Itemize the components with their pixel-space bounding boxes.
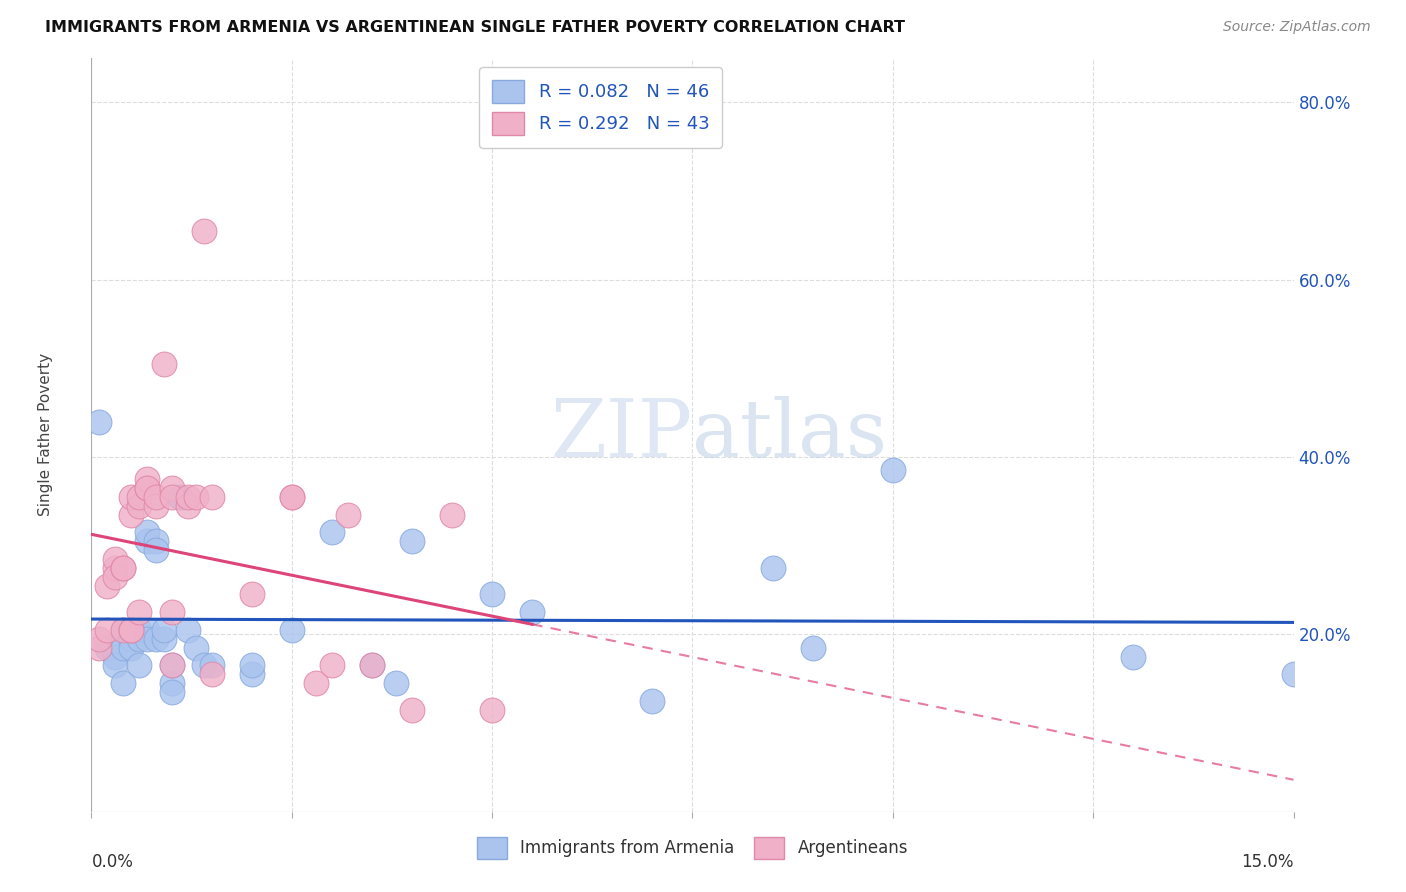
Point: [121, 508, 143, 522]
Point: [104, 658, 127, 673]
Text: ZIP: ZIP: [551, 396, 692, 474]
Point: [136, 623, 159, 637]
Point: [160, 685, 183, 699]
Point: [160, 605, 183, 619]
Point: [176, 499, 198, 513]
Point: [169, 490, 191, 504]
Point: [321, 525, 343, 540]
Point: [176, 490, 198, 504]
Point: [160, 658, 183, 673]
Point: [96, 623, 118, 637]
Point: [281, 490, 304, 504]
Point: [136, 481, 159, 495]
Point: [89, 632, 111, 646]
Point: [201, 490, 224, 504]
Point: [89, 640, 111, 655]
Point: [522, 605, 544, 619]
Text: atlas: atlas: [692, 396, 887, 474]
Point: [160, 490, 183, 504]
Point: [136, 472, 159, 486]
Point: [169, 490, 191, 504]
Point: [128, 632, 150, 646]
Point: [121, 623, 143, 637]
Text: IMMIGRANTS FROM ARMENIA VS ARGENTINEAN SINGLE FATHER POVERTY CORRELATION CHART: IMMIGRANTS FROM ARMENIA VS ARGENTINEAN S…: [45, 20, 905, 35]
Text: 0.0%: 0.0%: [91, 853, 134, 871]
Point: [481, 703, 503, 717]
Point: [121, 490, 143, 504]
Point: [152, 357, 174, 371]
Point: [145, 632, 167, 646]
Point: [128, 605, 150, 619]
Point: [385, 676, 408, 690]
Point: [136, 481, 159, 495]
Point: [112, 623, 135, 637]
Text: Source: ZipAtlas.com: Source: ZipAtlas.com: [1223, 20, 1371, 34]
Point: [136, 632, 159, 646]
Point: [201, 667, 224, 681]
Point: [121, 640, 143, 655]
Point: [121, 623, 143, 637]
Point: [128, 499, 150, 513]
Point: [104, 552, 127, 566]
Point: [240, 587, 263, 601]
Point: [1122, 649, 1144, 664]
Point: [136, 525, 159, 540]
Point: [152, 623, 174, 637]
Point: [104, 570, 127, 584]
Point: [128, 490, 150, 504]
Point: [121, 623, 143, 637]
Point: [193, 224, 215, 238]
Point: [112, 561, 135, 575]
Point: [281, 490, 304, 504]
Point: [89, 415, 111, 429]
Point: [145, 534, 167, 549]
Point: [321, 658, 343, 673]
Point: [128, 658, 150, 673]
Point: [128, 623, 150, 637]
Point: [121, 632, 143, 646]
Point: [160, 481, 183, 495]
Point: [184, 640, 207, 655]
Point: [360, 658, 382, 673]
Point: [112, 640, 135, 655]
Point: [96, 578, 118, 592]
Point: [762, 561, 785, 575]
Text: Single Father Poverty: Single Father Poverty: [38, 353, 53, 516]
Point: [882, 463, 904, 477]
Point: [401, 703, 423, 717]
Point: [360, 658, 382, 673]
Point: [152, 632, 174, 646]
Point: [160, 658, 183, 673]
Point: [96, 640, 118, 655]
Point: [136, 534, 159, 549]
Text: 15.0%: 15.0%: [1241, 853, 1294, 871]
Point: [112, 623, 135, 637]
Point: [176, 623, 198, 637]
Point: [160, 676, 183, 690]
Point: [145, 543, 167, 558]
Point: [104, 649, 127, 664]
Point: [801, 640, 824, 655]
Point: [112, 676, 135, 690]
Point: [481, 587, 503, 601]
Point: [240, 667, 263, 681]
Point: [440, 508, 463, 522]
Point: [201, 658, 224, 673]
Point: [104, 561, 127, 575]
Point: [401, 534, 423, 549]
Point: [193, 658, 215, 673]
Point: [305, 676, 328, 690]
Point: [641, 694, 664, 708]
Point: [1282, 667, 1305, 681]
Point: [112, 561, 135, 575]
Point: [336, 508, 359, 522]
Point: [145, 490, 167, 504]
Point: [281, 623, 304, 637]
Point: [184, 490, 207, 504]
Legend: Immigrants from Armenia, Argentineans: Immigrants from Armenia, Argentineans: [470, 830, 915, 865]
Point: [145, 499, 167, 513]
Point: [240, 658, 263, 673]
